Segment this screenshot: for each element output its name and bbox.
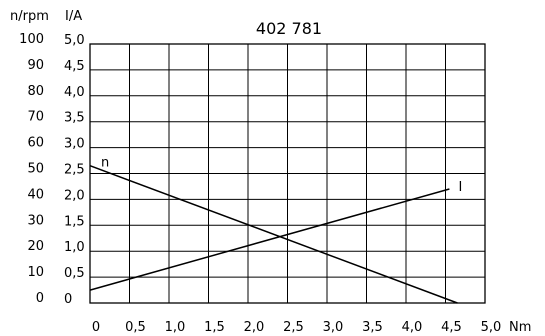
y-tick-label-rpm: 30 <box>27 213 44 228</box>
series-line-i <box>89 188 450 291</box>
plot-frame <box>89 43 486 304</box>
y-tick-label-rpm: 80 <box>27 84 44 99</box>
x-tick-label: 2,0 <box>244 320 265 335</box>
x-tick-label: 0,5 <box>125 320 146 335</box>
series-lines: nI <box>89 156 462 304</box>
y-tick-label-rpm: 40 <box>27 187 44 202</box>
y-tick-label-current: 2,5 <box>64 163 85 178</box>
y-tick-label-rpm: 60 <box>27 136 44 151</box>
y-tick-label-rpm: 70 <box>27 110 44 125</box>
y-tick-label-current: 0 <box>64 292 72 307</box>
tick-labels: 0 0,5 1,0 1,5 2,0 2,5 3,0 3,5 4,0 4,5 5,0 0 10 20 30 40… <box>19 32 501 335</box>
x-tick-label: 3,0 <box>323 320 344 335</box>
x-tick-label: 1,5 <box>204 320 225 335</box>
y-tick-label-current: 1,5 <box>64 214 85 229</box>
x-tick-label: 2,5 <box>283 320 304 335</box>
grid <box>90 44 485 303</box>
series-line-n <box>89 164 458 304</box>
y-tick-label-current: 3,5 <box>64 111 85 126</box>
x-tick-label: 3,5 <box>362 320 383 335</box>
y-tick-label-rpm: 90 <box>27 58 44 73</box>
y-tick-label-current: 4,0 <box>64 85 85 100</box>
y-axis-label-current: I/A <box>65 9 82 24</box>
y-tick-label-current: 5,0 <box>64 33 85 48</box>
y-axis-label-rpm: n/rpm <box>10 9 49 24</box>
y-tick-label-current: 0,5 <box>64 266 85 281</box>
chart-title: 402 781 <box>256 19 322 38</box>
y-tick-label-current: 2,0 <box>64 188 85 203</box>
x-tick-label: 5,0 <box>481 320 502 335</box>
x-tick-label: 4,5 <box>441 320 462 335</box>
y-tick-label-current: 4,5 <box>64 59 85 74</box>
x-axis-label: Nm <box>509 320 531 335</box>
y-tick-label-rpm: 20 <box>27 239 44 254</box>
y-tick-label-rpm: 0 <box>36 291 44 306</box>
y-tick-label-rpm: 100 <box>19 32 44 47</box>
series-label-i: I <box>458 180 462 195</box>
series-label-n: n <box>101 156 109 171</box>
y-tick-label-current: 1,0 <box>64 240 85 255</box>
x-tick-label: 1,0 <box>165 320 186 335</box>
x-tick-label: 0 <box>92 320 100 335</box>
y-tick-label-current: 3,0 <box>64 137 85 152</box>
y-tick-label-rpm: 10 <box>27 265 44 280</box>
y-tick-label-rpm: 50 <box>27 162 44 177</box>
x-tick-label: 4,0 <box>402 320 423 335</box>
